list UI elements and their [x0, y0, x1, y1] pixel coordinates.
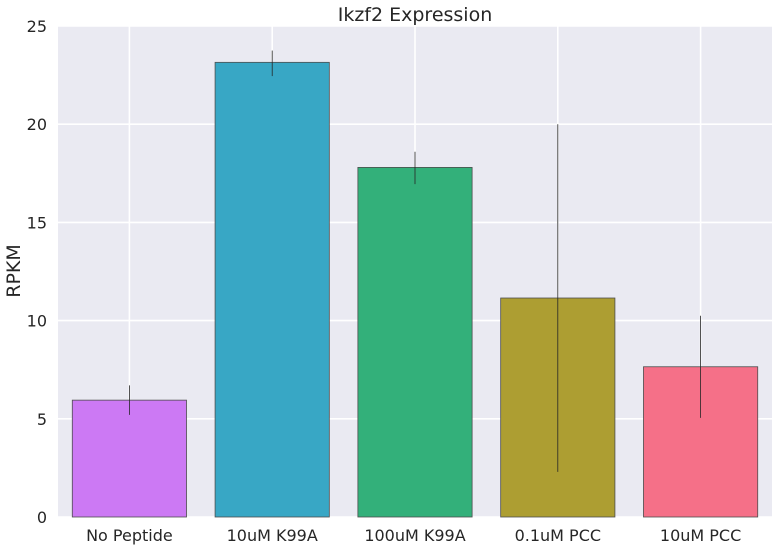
y-tick-label: 5 [37, 410, 47, 429]
x-tick-label: 0.1uM PCC [515, 526, 601, 545]
x-tick-label: 10uM PCC [660, 526, 741, 545]
bar [71, 399, 187, 518]
x-tick-label: 10uM K99A [227, 526, 318, 545]
y-tick-label: 10 [27, 312, 47, 331]
y-tick-label: 0 [37, 508, 47, 527]
y-axis-title: RPKM [3, 244, 25, 298]
x-tick-label: 100uM K99A [364, 526, 465, 545]
error-bars [128, 50, 701, 472]
chart-title: Ikzf2 Expression [338, 4, 493, 26]
y-tick-label: 20 [27, 115, 47, 134]
bar [214, 61, 330, 518]
y-tick-label: 15 [27, 213, 47, 232]
x-tick-label: No Peptide [86, 526, 173, 545]
x-axis-ticks: No Peptide 10uM K99A 100uM K99A 0.1uM PCC 10… [86, 526, 741, 545]
bar [357, 167, 473, 518]
y-axis-ticks: 0 5 10 15 20 25 [27, 17, 47, 527]
bars [71, 61, 759, 518]
y-tick-label: 25 [27, 17, 47, 36]
